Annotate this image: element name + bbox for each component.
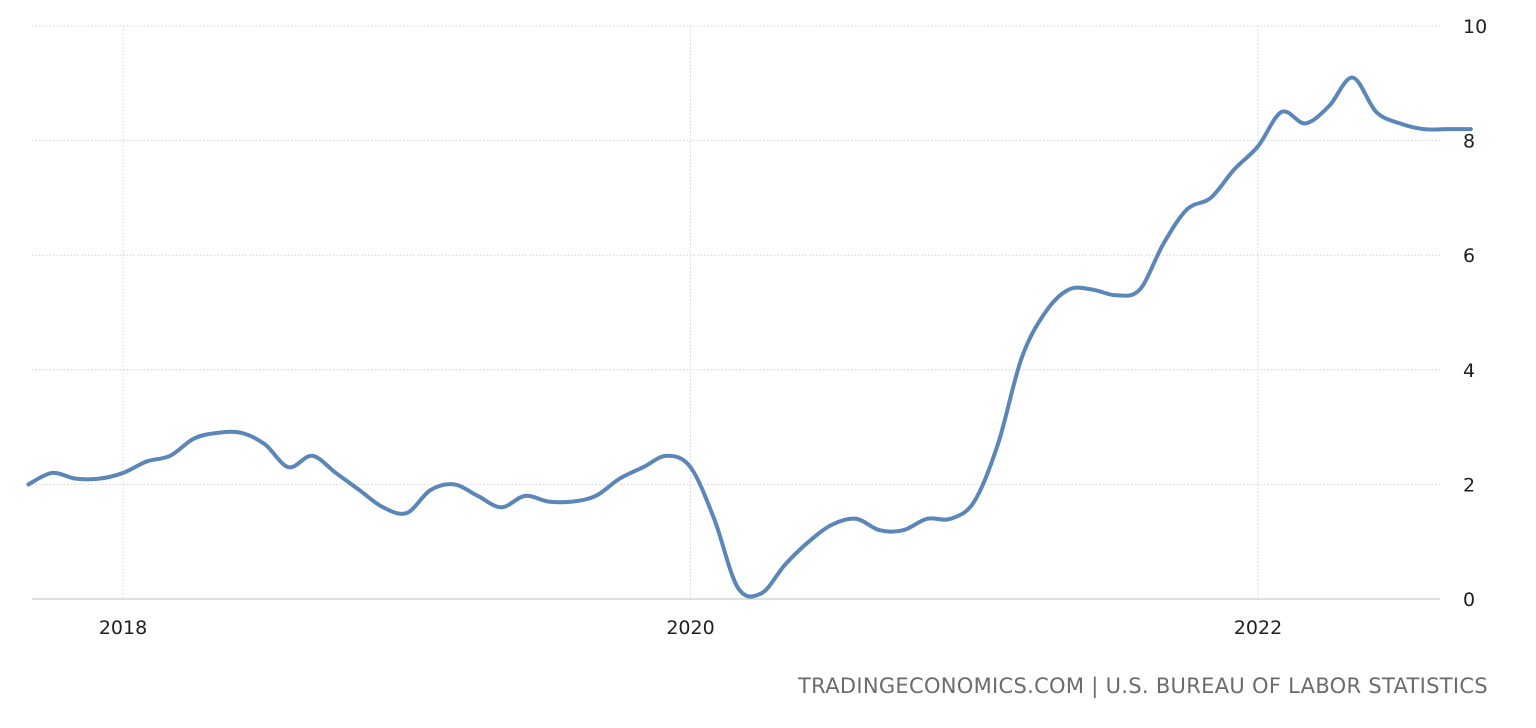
data-point [877, 527, 883, 533]
data-point [144, 458, 150, 464]
data-point [688, 464, 694, 470]
data-point [1397, 120, 1403, 126]
data-point [120, 470, 126, 476]
data-point [49, 470, 55, 476]
data-point [1137, 287, 1143, 293]
data-point [569, 499, 575, 505]
data-point [829, 522, 835, 528]
data-point [664, 453, 670, 459]
data-point [1208, 195, 1214, 201]
data-point [1113, 292, 1119, 298]
data-point [617, 476, 623, 482]
data-point [309, 453, 315, 459]
data-point [1231, 166, 1237, 172]
data-point [758, 590, 764, 596]
source-credit: TRADINGECONOMICS.COM | U.S. BUREAU OF LA… [798, 674, 1488, 698]
data-point [333, 470, 339, 476]
data-point [1019, 355, 1025, 361]
data-point [546, 499, 552, 505]
data-point [238, 430, 244, 436]
data-point [1350, 75, 1356, 81]
data-point [191, 436, 197, 442]
data-point [924, 516, 930, 522]
data-point [451, 481, 457, 487]
data-point [262, 441, 268, 447]
data-point [971, 499, 977, 505]
data-point [782, 562, 788, 568]
data-point [900, 527, 906, 533]
y-tick-label: 6 [1463, 245, 1475, 267]
data-point [25, 481, 31, 487]
data-point [356, 487, 362, 493]
y-tick-label: 8 [1463, 131, 1475, 153]
data-point [640, 464, 646, 470]
x-tick-label: 2022 [1234, 617, 1282, 639]
data-point [427, 487, 433, 493]
data-point [73, 476, 79, 482]
data-point [1255, 143, 1261, 149]
x-tick-label: 2020 [666, 617, 714, 639]
data-point [1160, 241, 1166, 247]
data-point [1042, 310, 1048, 316]
x-tick-label: 2018 [99, 617, 147, 639]
data-point [1421, 126, 1427, 132]
data-point [995, 441, 1001, 447]
data-point [1089, 287, 1095, 293]
y-tick-label: 2 [1463, 474, 1475, 496]
data-point [475, 493, 481, 499]
data-point [404, 510, 410, 516]
data-point [167, 453, 173, 459]
data-point [1066, 287, 1072, 293]
data-point [1302, 120, 1308, 126]
data-point [735, 585, 741, 591]
data-point [522, 493, 528, 499]
data-point [1468, 126, 1474, 132]
data-point [215, 430, 221, 436]
data-point [1326, 103, 1332, 109]
x-axis-ticks: 2018 2020 2022 [99, 617, 1282, 639]
data-point [806, 539, 812, 545]
y-tick-label: 10 [1463, 16, 1487, 38]
grid-lines [32, 25, 1440, 600]
y-tick-label: 4 [1463, 360, 1475, 382]
data-point [853, 516, 859, 522]
data-point [1184, 206, 1190, 212]
data-point [593, 493, 599, 499]
series-layer [25, 75, 1474, 599]
data-point [380, 504, 386, 510]
series-line-0 [26, 75, 1473, 599]
data-point [948, 516, 954, 522]
data-point [1279, 109, 1285, 115]
data-point [286, 464, 292, 470]
data-point [1444, 126, 1450, 132]
data-point [1373, 109, 1379, 115]
y-axis-ticks: 0 2 4 6 8 10 [1463, 16, 1487, 611]
data-point [711, 516, 717, 522]
data-point [96, 476, 102, 482]
y-tick-label: 0 [1463, 589, 1475, 611]
data-point [498, 504, 504, 510]
